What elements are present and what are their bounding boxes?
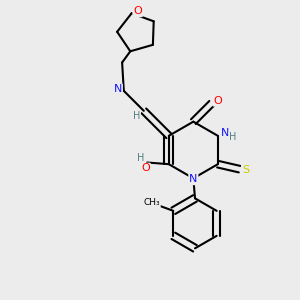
Text: O: O <box>213 96 222 106</box>
Text: CH₃: CH₃ <box>143 198 160 207</box>
Text: O: O <box>141 164 150 173</box>
Text: H: H <box>229 132 237 142</box>
Text: S: S <box>242 165 249 175</box>
Text: N: N <box>114 85 122 94</box>
Text: N: N <box>221 128 230 138</box>
Text: H: H <box>133 111 140 121</box>
Text: N: N <box>189 174 197 184</box>
Text: H: H <box>137 154 145 164</box>
Text: O: O <box>133 6 142 16</box>
